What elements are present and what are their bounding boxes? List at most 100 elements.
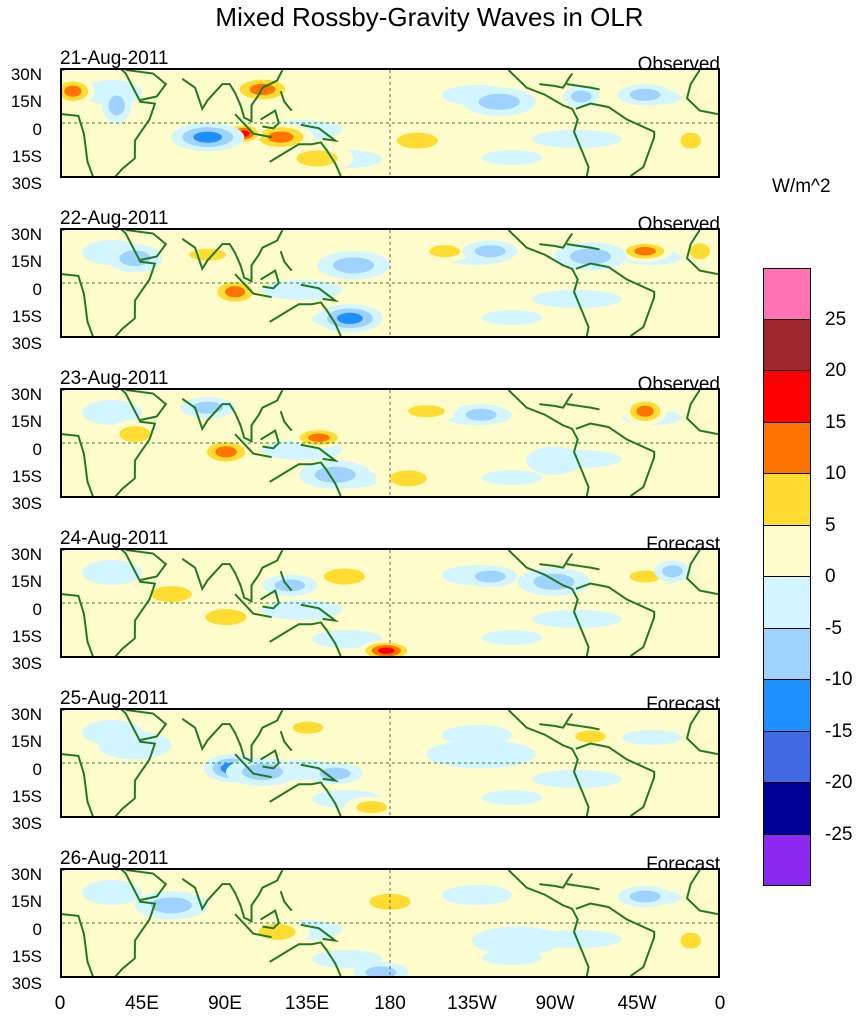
coastline [62, 390, 157, 496]
coastline [181, 550, 284, 603]
coastline [685, 710, 718, 756]
lat-tick-label: 30S [11, 174, 42, 193]
anomaly-contour [215, 446, 237, 458]
olr-map [60, 868, 720, 978]
coastline [575, 422, 656, 496]
coastline [62, 710, 157, 816]
anomaly-contour [465, 408, 497, 421]
coastline [279, 570, 293, 592]
lat-tick-label: 30N [10, 705, 42, 724]
colorbar-swatch [763, 783, 811, 835]
coastline [685, 70, 718, 116]
coastline [300, 283, 340, 303]
coastline [575, 262, 656, 336]
olr-field [62, 710, 718, 816]
anomaly-contour [332, 257, 375, 274]
anomaly-contour [482, 470, 542, 485]
anomaly-contour [82, 560, 142, 585]
coastline [269, 621, 342, 656]
colorbar [763, 268, 811, 886]
coastline [300, 443, 340, 463]
anomaly-contour [482, 630, 542, 645]
lon-tick-label: 135E [284, 993, 330, 1014]
anomaly-contour [426, 740, 536, 769]
coastline [234, 433, 272, 459]
colorbar-units: W/m^2 [772, 176, 831, 197]
anomaly-contour [636, 405, 654, 417]
anomaly-contour [442, 885, 512, 905]
anomaly-contour [64, 85, 82, 97]
lon-tick-label: 180 [374, 993, 406, 1014]
coastline [125, 230, 168, 262]
anomaly-contour [365, 966, 397, 976]
anomaly-contour [629, 890, 661, 903]
coastline [300, 923, 340, 943]
coastline [269, 301, 342, 336]
lat-tick-label: 15N [10, 892, 42, 911]
anomaly-contour [622, 730, 682, 745]
lat-tick-label: 30N [10, 65, 42, 84]
coastline [507, 70, 590, 176]
coastline [234, 113, 272, 139]
lat-tick-label: 0 [32, 760, 42, 779]
coastline [685, 390, 718, 436]
coastline [539, 72, 574, 89]
lat-tick-label: 30S [11, 494, 42, 513]
coastline [234, 593, 272, 619]
anomaly-contour [323, 568, 366, 585]
anomaly-contour [98, 731, 172, 760]
lat-tick-label: 15S [11, 627, 42, 646]
olr-map [60, 548, 720, 658]
coastline [685, 870, 718, 916]
coastline [279, 250, 293, 272]
coastline [575, 582, 656, 656]
coastline [507, 710, 590, 816]
coastline [279, 90, 293, 112]
lat-tick-label: 0 [32, 920, 42, 939]
anomaly-contour [336, 312, 363, 324]
panel-date: 26-Aug-2011 [60, 848, 169, 869]
anomaly-contour [634, 247, 656, 256]
olr-field [62, 550, 718, 656]
anomaly-contour [262, 280, 342, 300]
colorbar-label: 15 [825, 411, 847, 433]
panel-date: 24-Aug-2011 [60, 528, 169, 549]
olr-map [60, 388, 720, 498]
anomaly-contour [314, 466, 356, 483]
anomaly-contour [205, 609, 247, 626]
colorbar-swatch [763, 680, 811, 732]
anomaly-contour [267, 131, 294, 143]
colorbar-swatch [763, 731, 811, 783]
anomaly-contour [319, 767, 351, 780]
colorbar-label: 5 [825, 514, 836, 536]
lat-tick-label: 15S [11, 947, 42, 966]
coastline [507, 390, 590, 496]
anomaly-contour [389, 470, 427, 487]
olr-map [60, 228, 720, 338]
coastline [507, 230, 590, 336]
colorbar-label: 25 [825, 308, 847, 330]
coastline [125, 390, 168, 422]
olr-field [62, 230, 718, 336]
coastline [539, 552, 574, 569]
map-panel: 25-Aug-2011 Forecast 30N 15N 0 15S 30S [0, 688, 740, 848]
coastline [181, 390, 284, 443]
anomaly-contour [442, 725, 512, 745]
anomaly-contour [378, 647, 395, 654]
coastline [125, 870, 168, 902]
colorbar-label: 0 [825, 566, 836, 587]
anomaly-contour [262, 600, 342, 620]
coastline [539, 872, 574, 889]
coastline [234, 753, 272, 779]
lon-tick-label: 45E [125, 993, 159, 1014]
colorbar-swatch [763, 268, 811, 320]
coastline [566, 403, 600, 411]
anomaly-contour [82, 400, 142, 425]
lat-tick-label: 15N [10, 572, 42, 591]
lat-tick-label: 0 [32, 280, 42, 299]
anomaly-contour [526, 446, 582, 475]
coastline [181, 230, 284, 283]
colorbar-swatch [763, 577, 811, 629]
anomaly-contour [429, 245, 461, 258]
coastline [260, 269, 280, 290]
